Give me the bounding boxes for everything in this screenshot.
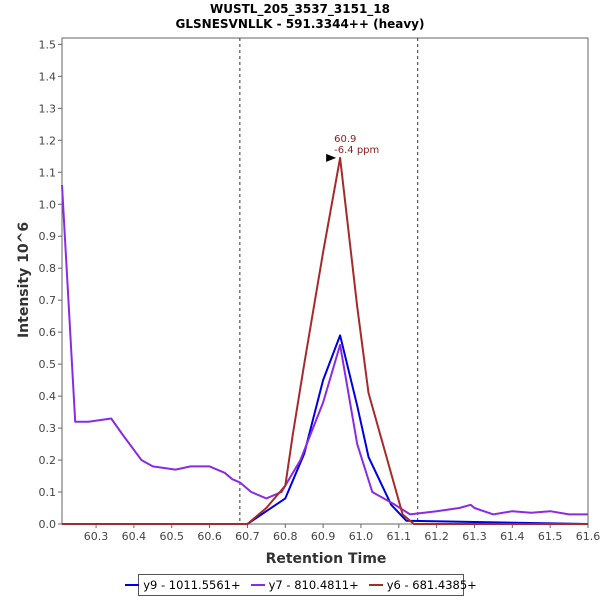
y-tick-label: 1.4 xyxy=(39,70,57,83)
x-tick-label: 61.1 xyxy=(387,530,412,543)
y-tick-label: 0.7 xyxy=(39,294,57,307)
y-tick-label: 0.9 xyxy=(39,230,57,243)
peak-arrow-icon xyxy=(326,153,337,162)
series-line-y7 xyxy=(61,185,588,516)
plot-frame xyxy=(61,37,589,525)
x-tick-label: 61.4 xyxy=(500,530,525,543)
x-tick-label: 60.4 xyxy=(122,530,147,543)
plot-area: 0.0 0.1 0.2 0.3 0.4 0.5 0.6 0.7 0.8 0.9 1.0 1.1 1.2 1… xyxy=(39,37,600,543)
x-tick-label: 60.7 xyxy=(235,530,260,543)
y-tick-label: 0.3 xyxy=(39,422,57,435)
x-tick-label: 61.3 xyxy=(462,530,487,543)
x-tick-label: 61.2 xyxy=(424,530,449,543)
y-tick-label: 0.0 xyxy=(39,518,57,531)
legend-label-y9: y9 - 1011.5561+ xyxy=(143,578,241,592)
legend-item-y6: y6 - 681.4385+ xyxy=(368,578,477,592)
x-tick-label: 61.6 xyxy=(576,530,600,543)
y-tick-label: 1.1 xyxy=(39,166,57,179)
y-tick-label: 1.2 xyxy=(39,134,57,147)
x-tick-label: 60.6 xyxy=(197,530,222,543)
y-tick-label: 0.1 xyxy=(39,486,57,499)
legend-swatch-y6 xyxy=(368,584,383,586)
legend-item-y9: y9 - 1011.5561+ xyxy=(125,578,241,592)
x-axis-title: Retention Time xyxy=(266,551,387,567)
legend: y9 - 1011.5561+ y7 - 810.4811+ y6 - 681.… xyxy=(125,574,477,596)
x-tick-label: 61.5 xyxy=(538,530,563,543)
y-tick-label: 1.5 xyxy=(39,38,57,51)
legend-label-y6: y6 - 681.4385+ xyxy=(386,578,477,592)
peak-annotation-rt: 60.9 xyxy=(334,134,356,145)
y-tick-label: 0.6 xyxy=(39,326,57,339)
chart-title: WUSTL_205_3537_3151_18 xyxy=(210,2,390,17)
legend-label-y7: y7 - 810.4811+ xyxy=(268,578,359,592)
x-tick-label: 60.9 xyxy=(311,530,336,543)
legend-swatch-y7 xyxy=(250,584,265,586)
chart-subtitle: GLSNESVNLLK - 591.3344++ (heavy) xyxy=(176,17,425,31)
x-tick-label: 61.0 xyxy=(349,530,374,543)
series-line-y9 xyxy=(62,334,589,525)
legend-item-y7: y7 - 810.4811+ xyxy=(250,578,359,592)
x-tick-label: 60.3 xyxy=(84,530,109,543)
x-tick-label: 60.5 xyxy=(159,530,184,543)
y-tick-label: 0.4 xyxy=(39,390,57,403)
y-tick-label: 1.3 xyxy=(39,102,57,115)
y-axis-title: Intensity 10^6 xyxy=(16,222,32,338)
series-line-y6 xyxy=(62,156,588,525)
y-tick-label: 1.0 xyxy=(39,198,57,211)
y-tick-label: 0.2 xyxy=(39,454,57,467)
legend-swatch-y9 xyxy=(125,584,140,586)
y-tick-label: 0.5 xyxy=(39,358,57,371)
x-tick-label: 60.8 xyxy=(273,530,298,543)
y-tick-label: 0.8 xyxy=(39,262,57,275)
peak-annotation-ppm: -6.4 ppm xyxy=(334,145,379,156)
